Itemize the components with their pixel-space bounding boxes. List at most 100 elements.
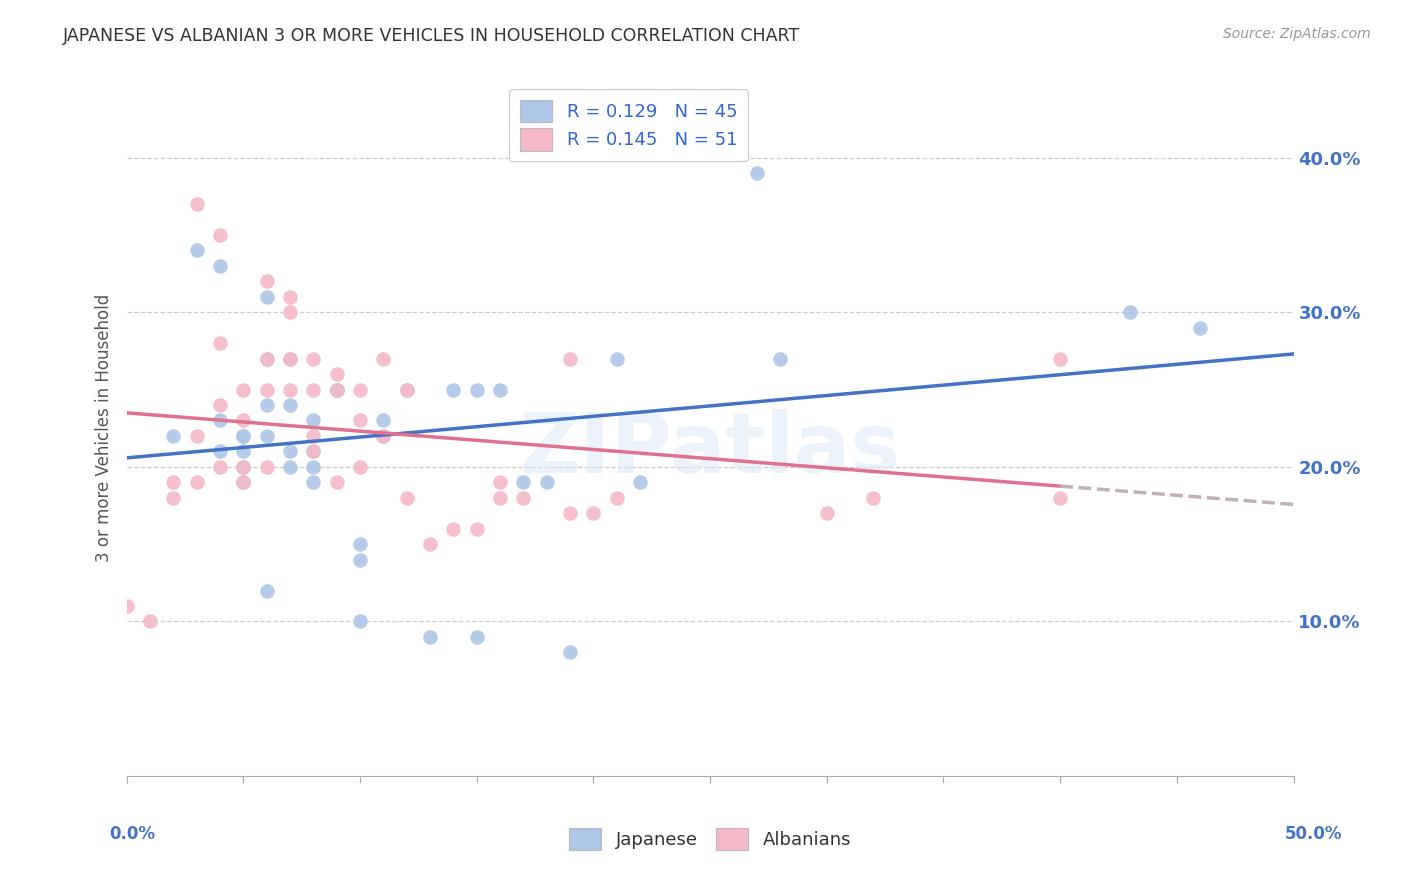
Legend: Japanese, Albanians: Japanese, Albanians: [561, 821, 859, 857]
Point: [302, 444, 325, 458]
Point: [208, 259, 231, 273]
Text: ZIPatlas: ZIPatlas: [520, 409, 900, 490]
Point: [325, 383, 347, 397]
Point: [395, 383, 418, 397]
Point: [419, 537, 441, 551]
Point: [349, 615, 371, 629]
Point: [489, 491, 512, 505]
Point: [162, 475, 184, 490]
Point: [256, 290, 278, 304]
Point: [606, 351, 628, 366]
Point: [373, 413, 395, 427]
Text: Source: ZipAtlas.com: Source: ZipAtlas.com: [1223, 27, 1371, 41]
Point: [862, 491, 884, 505]
Point: [349, 537, 371, 551]
Point: [186, 429, 208, 443]
Point: [536, 475, 558, 490]
Point: [558, 645, 581, 659]
Point: [373, 429, 395, 443]
Point: [302, 351, 325, 366]
Point: [232, 459, 254, 474]
Point: [325, 475, 347, 490]
Point: [139, 615, 162, 629]
Point: [302, 429, 325, 443]
Point: [115, 599, 138, 613]
Point: [628, 475, 651, 490]
Point: [465, 522, 488, 536]
Point: [441, 522, 464, 536]
Point: [278, 398, 301, 412]
Point: [465, 630, 488, 644]
Point: [186, 244, 208, 258]
Point: [232, 429, 254, 443]
Point: [232, 429, 254, 443]
Point: [208, 398, 231, 412]
Point: [208, 227, 231, 242]
Point: [1119, 305, 1142, 319]
Point: [278, 459, 301, 474]
Point: [256, 351, 278, 366]
Point: [325, 367, 347, 381]
Point: [256, 274, 278, 288]
Text: JAPANESE VS ALBANIAN 3 OR MORE VEHICLES IN HOUSEHOLD CORRELATION CHART: JAPANESE VS ALBANIAN 3 OR MORE VEHICLES …: [63, 27, 800, 45]
Point: [162, 429, 184, 443]
Point: [582, 506, 605, 520]
Point: [256, 429, 278, 443]
Point: [162, 491, 184, 505]
Point: [395, 383, 418, 397]
Point: [302, 444, 325, 458]
Point: [465, 383, 488, 397]
Point: [256, 459, 278, 474]
Point: [419, 630, 441, 644]
Point: [278, 444, 301, 458]
Point: [1189, 320, 1212, 334]
Point: [349, 413, 371, 427]
Point: [186, 475, 208, 490]
Point: [256, 383, 278, 397]
Point: [232, 413, 254, 427]
Point: [256, 398, 278, 412]
Point: [278, 383, 301, 397]
Point: [769, 351, 792, 366]
Point: [489, 383, 512, 397]
Point: [373, 351, 395, 366]
Text: 0.0%: 0.0%: [110, 825, 156, 843]
Point: [373, 429, 395, 443]
Point: [1049, 351, 1071, 366]
Point: [512, 475, 534, 490]
Point: [441, 383, 464, 397]
Point: [349, 383, 371, 397]
Point: [186, 197, 208, 211]
Point: [558, 506, 581, 520]
Point: [489, 475, 512, 490]
Point: [208, 413, 231, 427]
Point: [208, 336, 231, 351]
Point: [256, 583, 278, 598]
Y-axis label: 3 or more Vehicles in Household: 3 or more Vehicles in Household: [94, 294, 112, 562]
Text: 50.0%: 50.0%: [1285, 825, 1343, 843]
Point: [232, 383, 254, 397]
Point: [278, 305, 301, 319]
Point: [256, 351, 278, 366]
Point: [1049, 491, 1071, 505]
Point: [278, 351, 301, 366]
Point: [815, 506, 838, 520]
Point: [512, 491, 534, 505]
Point: [232, 459, 254, 474]
Point: [302, 459, 325, 474]
Point: [349, 552, 371, 566]
Point: [325, 383, 347, 397]
Point: [278, 351, 301, 366]
Point: [232, 444, 254, 458]
Point: [325, 383, 347, 397]
Point: [302, 475, 325, 490]
Point: [302, 413, 325, 427]
Point: [302, 383, 325, 397]
Point: [208, 459, 231, 474]
Point: [606, 491, 628, 505]
Point: [232, 475, 254, 490]
Point: [349, 459, 371, 474]
Point: [745, 166, 768, 180]
Point: [278, 290, 301, 304]
Point: [208, 444, 231, 458]
